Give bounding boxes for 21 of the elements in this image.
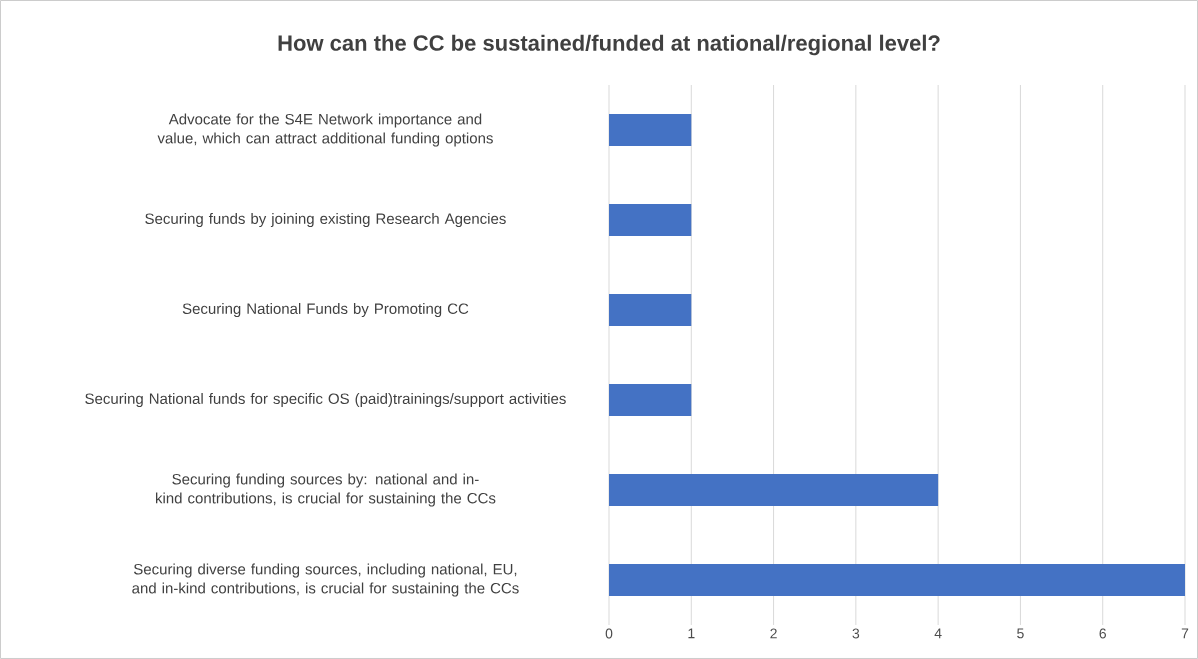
x-tick-label: 5: [1017, 628, 1024, 639]
y-tick-label: Securing National funds for specific OS (paid)trainings/support activities: [85, 393, 566, 407]
x-tick-label: 0: [605, 628, 613, 639]
bar: [609, 293, 692, 326]
chart-title: How can the CC be sustained/funded at national/regional level?: [278, 34, 940, 56]
x-tick-label: 6: [1099, 628, 1106, 639]
x-tick-label: 3: [852, 628, 860, 639]
bar: [609, 203, 692, 236]
y-tick-label: Securing funding sources by: national and in-kind contributions, is crucial for sustaining the CCs: [156, 473, 496, 507]
bar: [609, 383, 692, 416]
x-tick-label: 7: [1181, 628, 1189, 639]
bar: [609, 473, 939, 506]
y-tick-label: Securing National Funds by Promoting CC: [182, 303, 469, 317]
x-tick-label: 1: [688, 628, 695, 639]
bar: [609, 114, 692, 146]
y-tick-label: Advocate for the S4E Network importance and value, which can attract additional funding options: [157, 113, 493, 147]
bar: [609, 563, 1185, 596]
x-tick-label: 2: [770, 628, 777, 639]
y-tick-label: Securing funds by joining existing Research Agencies: [145, 213, 506, 227]
x-tick-label: 4: [934, 628, 942, 639]
y-tick-label: Securing diverse funding sources, including national, EU, and in-kind contributions, is crucial for sustaining the CCs: [132, 563, 519, 597]
